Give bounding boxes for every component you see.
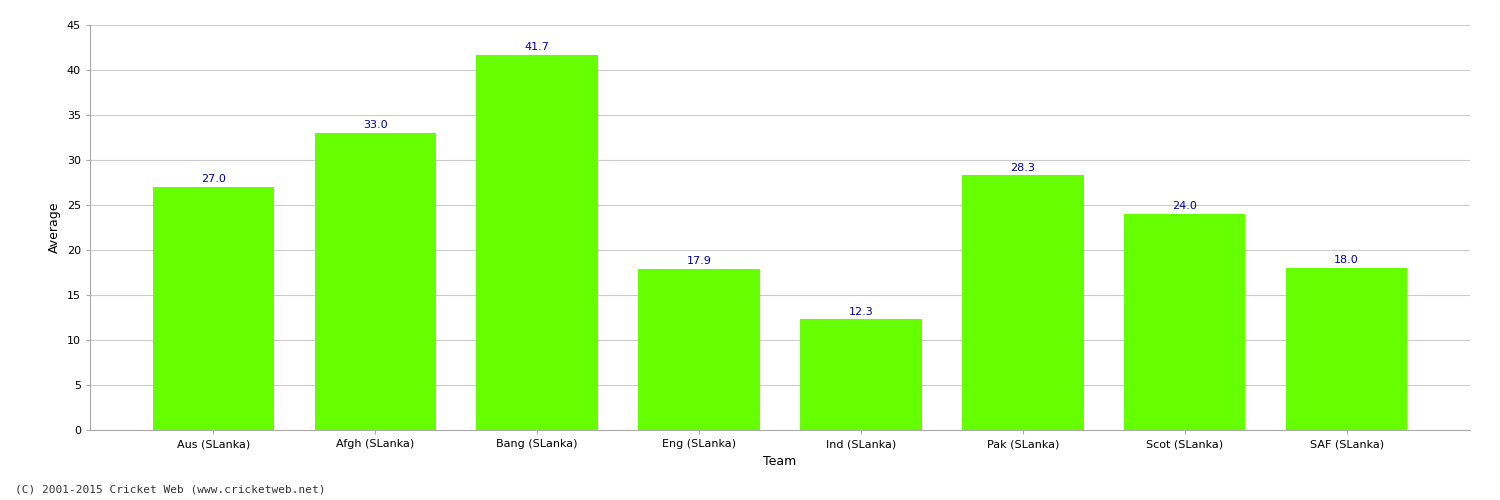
Y-axis label: Average: Average [48,202,62,253]
Text: 17.9: 17.9 [687,256,711,266]
Text: 18.0: 18.0 [1334,256,1359,266]
Text: 24.0: 24.0 [1173,202,1197,211]
Text: 12.3: 12.3 [849,306,873,316]
Bar [477,54,598,430]
Bar [962,176,1083,430]
Text: 41.7: 41.7 [525,42,549,52]
Bar [315,133,436,430]
X-axis label: Team: Team [764,454,796,468]
Bar [1124,214,1245,430]
Bar [153,187,274,430]
Text: (C) 2001-2015 Cricket Web (www.cricketweb.net): (C) 2001-2015 Cricket Web (www.cricketwe… [15,485,326,495]
Text: 33.0: 33.0 [363,120,387,130]
Bar [639,269,760,430]
Bar [1286,268,1407,430]
Text: 28.3: 28.3 [1011,162,1035,172]
Bar [800,320,921,430]
Text: 27.0: 27.0 [201,174,226,184]
